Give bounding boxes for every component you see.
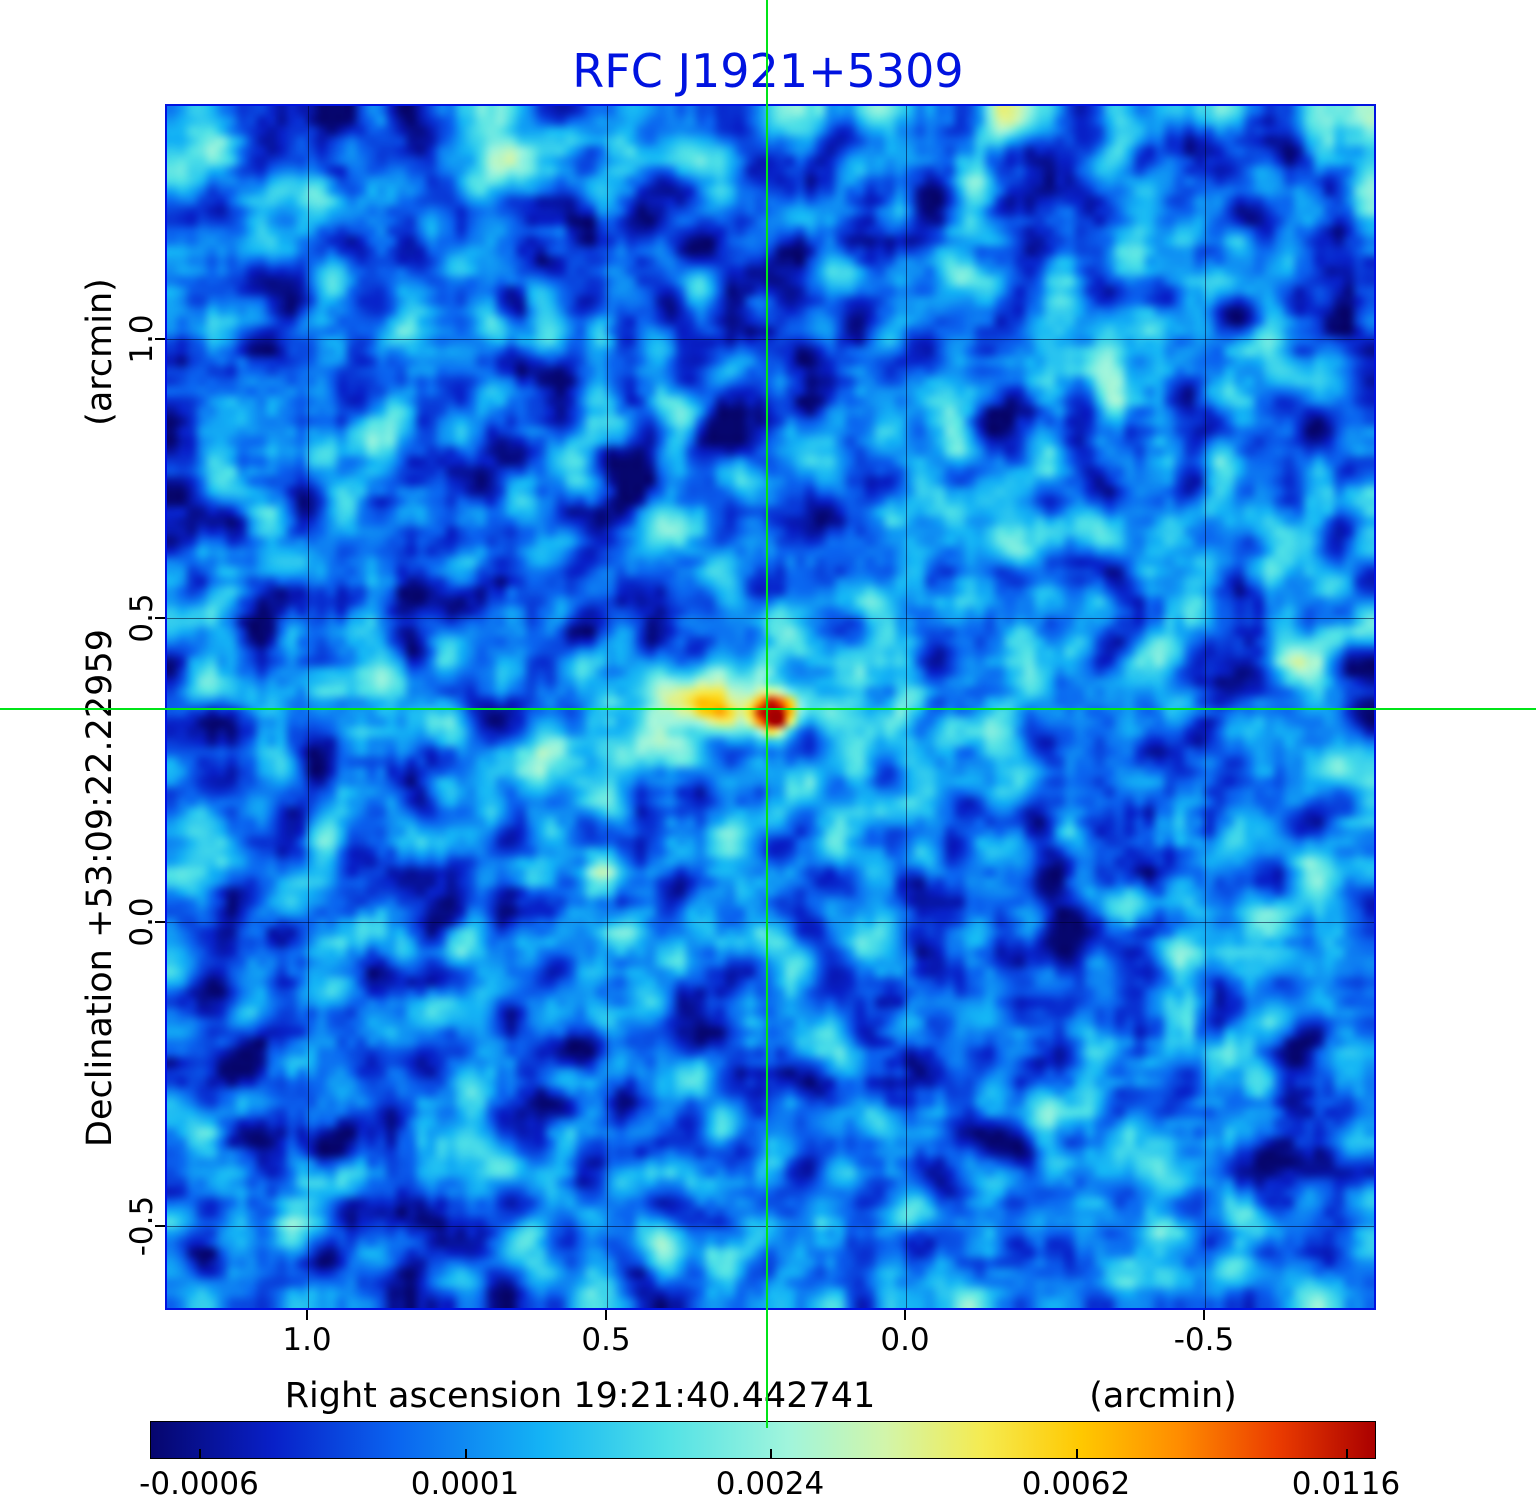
y-tick-label: 0.0 <box>124 897 160 947</box>
y-tick-label: 0.5 <box>124 593 160 643</box>
colorbar-tick-label: -0.0006 <box>139 1466 259 1502</box>
colorbar-gradient <box>150 1421 1376 1459</box>
colorbar-tick <box>770 1449 772 1458</box>
x-axis-label: Right ascension 19:21:40.442741 <box>284 1376 876 1416</box>
y-axis-tick <box>155 617 165 619</box>
x-axis-tick <box>605 1310 607 1320</box>
x-axis-tick <box>1203 1310 1205 1320</box>
gridline-horizontal <box>167 1226 1374 1227</box>
gridline-horizontal <box>167 922 1374 923</box>
colorbar-tick <box>1076 1449 1078 1458</box>
colorbar-tick-label: 0.0116 <box>1291 1466 1401 1502</box>
x-axis-unit-label: (arcmin) <box>1089 1376 1237 1416</box>
gridline-vertical <box>607 106 608 1308</box>
gridline-vertical <box>906 106 907 1308</box>
gridline-vertical <box>1205 106 1206 1308</box>
gridline-horizontal <box>167 339 1374 340</box>
x-axis-tick <box>904 1310 906 1320</box>
x-tick-label: 1.0 <box>282 1322 332 1358</box>
x-axis-tick <box>306 1310 308 1320</box>
colorbar-tick-label: 0.0062 <box>1021 1466 1131 1502</box>
x-tick-label: 0.5 <box>581 1322 631 1358</box>
colorbar-tick <box>465 1449 467 1458</box>
plot-area <box>165 104 1376 1310</box>
gridline-vertical <box>308 106 309 1308</box>
colorbar-tick-label: 0.0024 <box>715 1466 825 1502</box>
y-axis-label: Declination +53:09:22.22959 <box>80 629 120 1147</box>
y-tick-label: -0.5 <box>124 1195 160 1257</box>
x-tick-label: 0.0 <box>880 1322 930 1358</box>
x-tick-label: -0.5 <box>1173 1322 1235 1358</box>
y-axis-tick <box>155 921 165 923</box>
plot-title: RFC J1921+5309 <box>572 44 964 98</box>
colorbar-tick <box>1346 1449 1348 1458</box>
crosshair-vertical-line <box>766 0 768 1428</box>
crosshair-horizontal-line <box>0 708 1536 710</box>
colorbar-tick <box>199 1449 201 1458</box>
colorbar-tick-label: 0.0001 <box>410 1466 520 1502</box>
y-axis-tick <box>155 338 165 340</box>
sky-image-canvas <box>167 106 1374 1308</box>
gridline-horizontal <box>167 618 1374 619</box>
y-axis-unit-label: (arcmin) <box>80 278 120 426</box>
y-axis-tick <box>155 1225 165 1227</box>
y-tick-label: 1.0 <box>124 314 160 364</box>
